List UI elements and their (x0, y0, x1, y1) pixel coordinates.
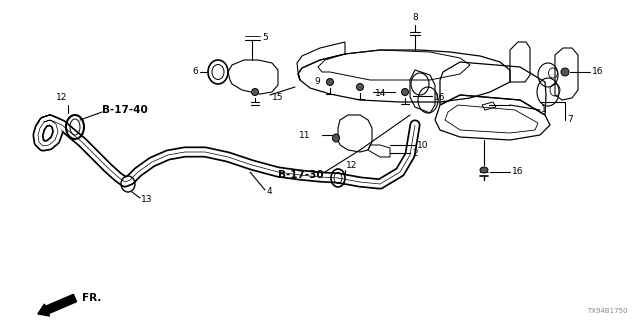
Text: 5: 5 (262, 33, 268, 42)
Text: 16: 16 (592, 68, 604, 76)
Text: 7: 7 (567, 116, 573, 124)
Text: 8: 8 (412, 13, 418, 22)
Ellipse shape (252, 89, 259, 95)
Ellipse shape (480, 167, 488, 173)
Ellipse shape (561, 68, 569, 76)
Text: 11: 11 (298, 131, 310, 140)
Text: 9: 9 (314, 77, 320, 86)
Text: 6: 6 (192, 68, 198, 76)
Ellipse shape (326, 78, 333, 85)
Text: 10: 10 (417, 140, 429, 149)
Text: 12: 12 (56, 93, 68, 102)
Text: B-17-40: B-17-40 (102, 105, 148, 115)
Ellipse shape (401, 89, 408, 95)
Text: 13: 13 (141, 196, 152, 204)
Text: 16: 16 (512, 167, 524, 177)
Text: B-17-30: B-17-30 (278, 170, 324, 180)
Text: 1: 1 (541, 106, 547, 115)
Text: 15: 15 (272, 92, 284, 101)
Text: 16: 16 (434, 93, 445, 102)
Text: 2: 2 (412, 148, 418, 157)
FancyArrow shape (38, 294, 77, 316)
Text: FR.: FR. (82, 293, 101, 303)
Text: TX94B1750: TX94B1750 (588, 308, 628, 314)
Text: 12: 12 (346, 161, 357, 170)
Text: 14: 14 (375, 90, 387, 99)
Ellipse shape (356, 84, 364, 91)
Text: 4: 4 (267, 188, 273, 196)
Ellipse shape (333, 134, 339, 142)
